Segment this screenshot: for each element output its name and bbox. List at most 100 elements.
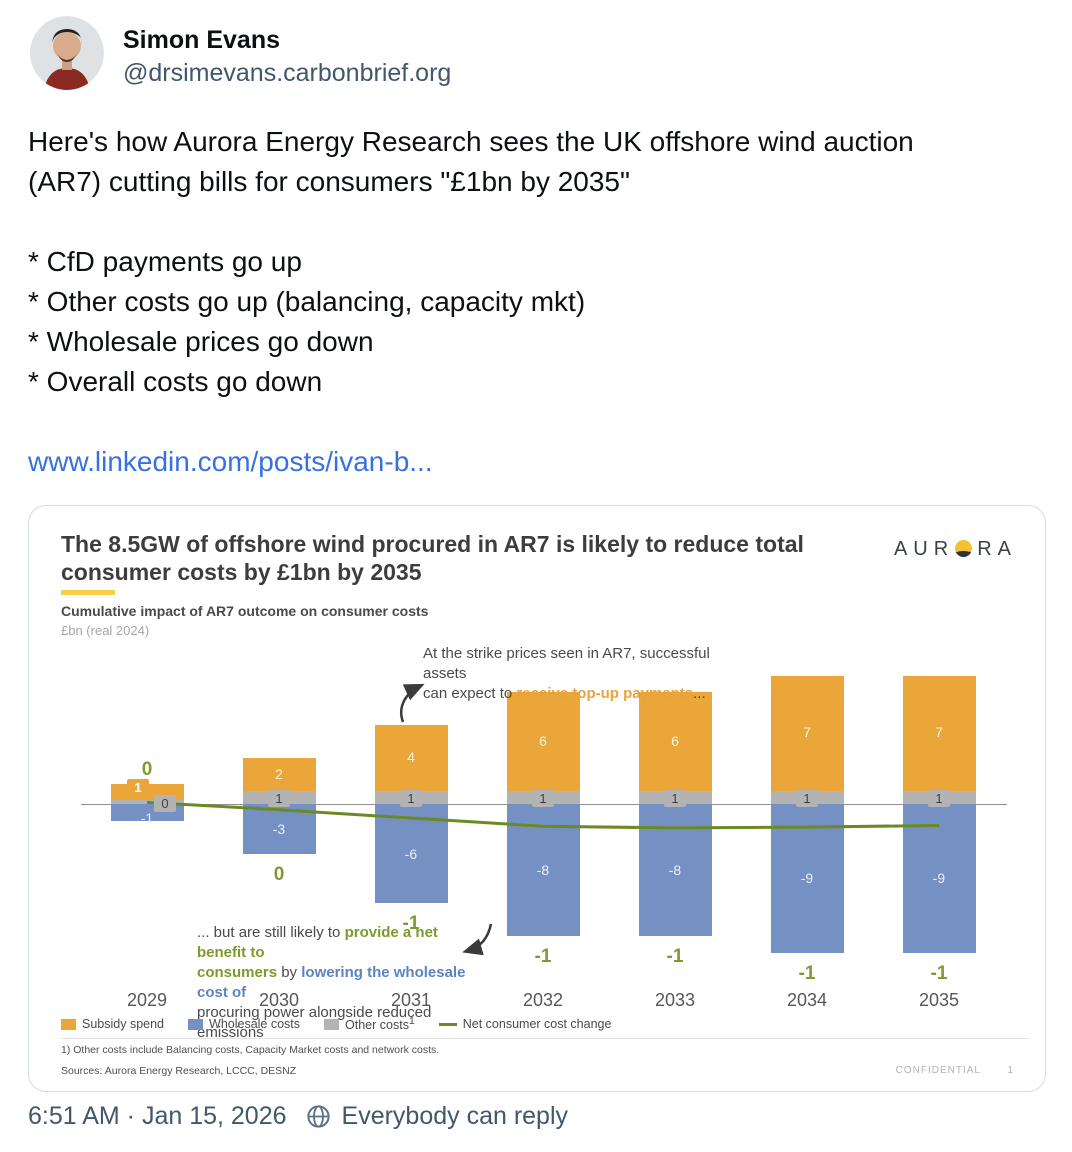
confidential-label: CONFIDENTIAL [895,1065,981,1076]
bar-label-subsidy: 7 [935,724,943,741]
chart-subtitle: Cumulative impact of AR7 outcome on cons… [61,603,429,619]
bar-wholesale-2033 [638,804,712,936]
bar-subsidy-2035 [902,675,976,791]
post-text-line: * Overall costs go down [28,366,323,397]
bar-label-wholesale: -9 [932,870,946,887]
bar-label-subsidy: 6 [671,732,679,749]
net-change-label: 0 [273,863,285,885]
chart-title-line2: consumer costs by £1bn by 2035 [61,559,422,585]
post-text-line [28,202,1048,242]
bar-label-wholesale: -9 [800,870,814,887]
plot-area [29,506,1045,1091]
bar-other-2035 [902,791,976,804]
bar-label-subsidy: 4 [407,749,415,765]
bar-wholesale-2035 [902,804,976,953]
legend-label: Net consumer cost change [462,1017,612,1032]
globe-icon [306,1105,330,1128]
legend-item: Net consumer cost change [438,1017,612,1032]
bar-label-wholesale: -1 [140,810,154,826]
axis-year-label: 2032 [522,990,564,1010]
bar-wholesale-2029 [110,804,184,821]
chart-footnote: 1) Other costs include Balancing costs, … [61,1044,440,1056]
aurora-logo: AUR RA [894,538,1017,561]
zero-axis-line [81,804,1007,805]
embedded-image-card[interactable]: The 8.5GW of offshore wind procured in A… [28,505,1046,1092]
net-change-label: -1 [930,962,948,984]
author-name[interactable]: Simon Evans [123,26,280,54]
chart-units: £bn (real 2024) [61,623,150,638]
post-meta-row: 6:51 AM · Jan 15, 2026 Everybody can rep… [28,1102,568,1131]
bar-label-wholesale: -6 [404,845,418,862]
title-accent-rule [61,590,115,595]
net-change-label: -1 [534,946,552,967]
timestamp: 6:51 AM · Jan 15, 2026 [28,1102,287,1130]
bar-label-subsidy: 6 [539,732,547,749]
bar-other-2030 [242,791,316,804]
bar-wholesale-2034 [770,804,844,953]
bar-other-2032 [506,791,580,804]
annotation-text: provide a net benefit to [197,924,438,961]
axis-year-label: 2029 [126,990,168,1010]
net-change-label: -1 [798,962,816,984]
axis-year-label: 2035 [918,990,960,1010]
post-text-line [28,402,1048,442]
slide-page-number: 1 [1007,1065,1013,1076]
net-change-label: 0 [141,759,153,780]
bar-subsidy-2033 [638,692,712,791]
annotation-text: can expect to [423,685,517,702]
legend-swatch-icon [188,1018,204,1030]
bar-wholesale-2032 [506,804,580,936]
bar-label-subsidy: 7 [803,724,811,741]
bar-label-wholesale: -8 [668,862,682,878]
annotation-text: ... but are still likely to [197,924,345,941]
post-text-line: * Other costs go up (balancing, capacity… [28,286,586,317]
logo-text-right: RA [977,538,1017,560]
bar-subsidy-2029 [110,783,184,800]
logo-text-left: AUR [893,538,955,560]
bar-other-2031 [374,791,448,804]
legend-item: Other costs1 [324,1016,415,1032]
net-change-label: -1 [666,946,684,967]
legend-divider [61,1038,1029,1039]
avatar[interactable] [30,16,104,90]
legend-label: Subsidy spend [82,1017,165,1032]
annotation-text: procuring power alongside reduced emissi… [197,1004,432,1041]
legend-item: Subsidy spend [61,1017,164,1031]
bar-label-wholesale: -3 [272,820,286,837]
author-handle[interactable]: @drsimevans.carbonbrief.org [123,59,452,87]
bar-subsidy-2030 [242,758,316,791]
bar-label-subsidy: 2 [275,765,283,782]
axis-year-label: 2034 [786,990,828,1010]
chart-sources: Sources: Aurora Energy Research, LCCC, D… [61,1065,297,1077]
bar-wholesale-2031 [374,804,448,903]
chart-labels-layer: 1 0 -1 0 2029 2 1 -3 0 2030 4 1 -6 -1 2031 6 1 -8 -1 2032 6 1… [29,506,1045,1091]
sun-icon [955,540,973,557]
avatar-photo [30,16,104,90]
annotation-text: lowering the wholesale cost of [197,964,466,1001]
reply-setting: Everybody can reply [341,1102,569,1130]
annotation-text: At the strike prices seen in AR7, succes… [423,645,710,682]
post-text-line: * Wholesale prices go down [28,326,374,357]
legend-swatch-icon [61,1018,76,1030]
post-text: Here's how Aurora Energy Research sees t… [28,122,1048,442]
legend-label: Other costs1 [345,1016,415,1033]
chart-legend: Subsidy spend Wholesale costs Other costs1… [61,1016,611,1032]
post-text-line: * CfD payments go up [28,246,302,277]
annotation-arrow-up-icon [400,683,425,723]
legend-item: Wholesale costs [188,1017,300,1031]
bar-label-subsidy: 1 [127,778,149,797]
bar-label-wholesale: -8 [536,862,550,878]
legend-swatch-icon [324,1018,340,1030]
bar-subsidy-2032 [506,692,580,791]
chart-overlay [146,683,940,956]
post-link[interactable]: www.linkedin.com/posts/ivan-b... [28,446,433,477]
post-text-line: Here's how Aurora Energy Research sees t… [28,126,914,157]
bar-subsidy-2034 [770,675,844,791]
axis-year-label: 2033 [654,990,696,1010]
bar-other-2033 [638,791,712,804]
annotation-text: receive top-up payments [516,685,694,702]
bar-wholesale-2030 [242,804,316,854]
legend-swatch-icon [438,1022,457,1026]
annotation-text: ... [693,685,706,702]
legend-label: Wholesale costs [209,1017,301,1032]
